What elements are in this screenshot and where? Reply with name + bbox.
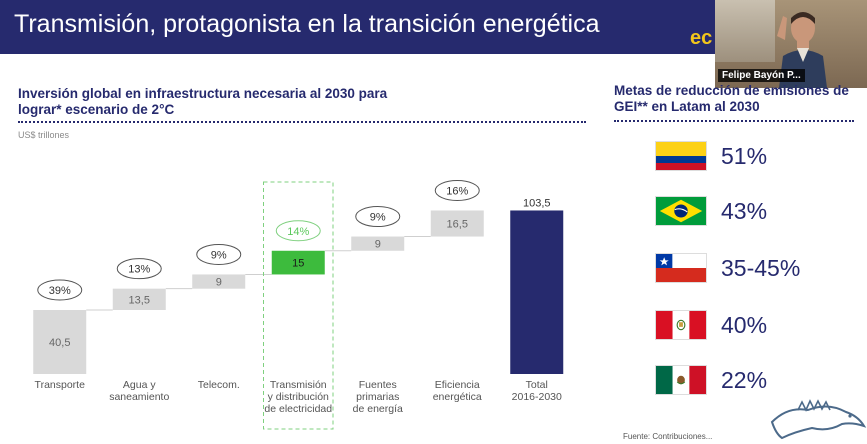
bar-3 (271, 250, 325, 275)
category-label-4-2: de energía (353, 403, 403, 415)
share-bubble-5 (434, 179, 480, 201)
category-label-3-0: Transmisión (270, 379, 327, 391)
value-label-2: 9 (216, 277, 222, 289)
peru-target-value: 40% (721, 312, 768, 338)
brazil-flag-icon (655, 196, 707, 226)
bar-0 (33, 310, 87, 374)
category-label-3-1: y distribución (268, 391, 329, 403)
chart-unit-label: US$ trillones (18, 130, 70, 140)
chile-target-value: 35-45% (721, 255, 801, 281)
category-label-6-0: Total (526, 379, 548, 391)
category-label-5-0: Eficiencia (435, 379, 480, 391)
country-row-mexico: 22% (655, 365, 855, 397)
iguana-watermark-icon (770, 399, 867, 440)
highlight-frame (263, 181, 334, 430)
value-label-6: 103,5 (523, 197, 551, 209)
category-label-1-1: saneamiento (109, 391, 169, 403)
share-label-0: 39% (49, 285, 71, 297)
country-row-colombia: 51% (655, 141, 855, 173)
category-label-0-0: Transporte (35, 379, 86, 391)
share-label-5: 16% (446, 185, 468, 197)
emissions-divider (614, 120, 854, 122)
bar-4 (351, 236, 405, 251)
value-label-1: 13,5 (129, 294, 150, 306)
peru-flag-icon (655, 310, 707, 340)
mexico-flag-icon (655, 365, 707, 395)
share-bubble-2 (196, 243, 242, 265)
share-label-1: 13% (128, 264, 150, 276)
colombia-flag-icon (655, 141, 707, 171)
colombia-target-value: 51% (721, 143, 768, 169)
chile-flag-icon (655, 253, 707, 283)
source-note: Fuente: Contribuciones... (623, 432, 713, 441)
country-row-brazil: 43% (655, 196, 855, 228)
category-label-2-0: Telecom. (198, 379, 240, 391)
share-label-2: 9% (211, 249, 227, 261)
category-label-6-1: 2016-2030 (512, 391, 562, 403)
participant-name-label: Felipe Bayón P... (718, 69, 805, 82)
slide-title: Transmisión, protagonista en la transici… (14, 10, 600, 38)
emissions-title: Metas de reducción de emisiones de GEI**… (614, 83, 849, 114)
bar-1 (112, 288, 166, 311)
participant-video-tile[interactable]: Felipe Bayón P... (715, 0, 867, 88)
category-label-4-1: primarias (356, 391, 399, 403)
share-bubble-1 (116, 258, 162, 280)
country-row-chile: 35-45% (655, 253, 855, 285)
brazil-target-value: 43% (721, 198, 768, 224)
category-label-5-1: energética (433, 391, 482, 403)
bar-5 (430, 210, 484, 237)
country-row-peru: 40% (655, 310, 855, 342)
bar-6 (510, 210, 564, 374)
value-label-0: 40,5 (49, 337, 70, 349)
brand-logo: ec (690, 27, 713, 49)
chart-title: Inversión global en infraestructura nece… (18, 86, 388, 117)
bar-2 (192, 274, 246, 289)
value-label-5: 16,5 (447, 219, 468, 231)
mexico-target-value: 22% (721, 367, 768, 393)
share-bubble-3 (275, 220, 321, 242)
value-label-3: 15 (292, 258, 304, 270)
category-label-4-0: Fuentes (359, 379, 397, 391)
share-label-3: 14% (287, 226, 309, 238)
share-bubble-0 (37, 279, 83, 301)
title-divider (18, 121, 586, 123)
category-label-3-2: de electricidad (264, 403, 332, 415)
value-label-4: 9 (375, 239, 381, 251)
video-window-backdrop (715, 0, 775, 62)
share-bubble-4 (355, 206, 401, 228)
waterfall-chart: 40,5 39% Transporte 13,5 13% Agua ysaneamient… (33, 179, 564, 430)
share-label-4: 9% (370, 212, 386, 224)
category-label-1-0: Agua y (123, 379, 156, 391)
